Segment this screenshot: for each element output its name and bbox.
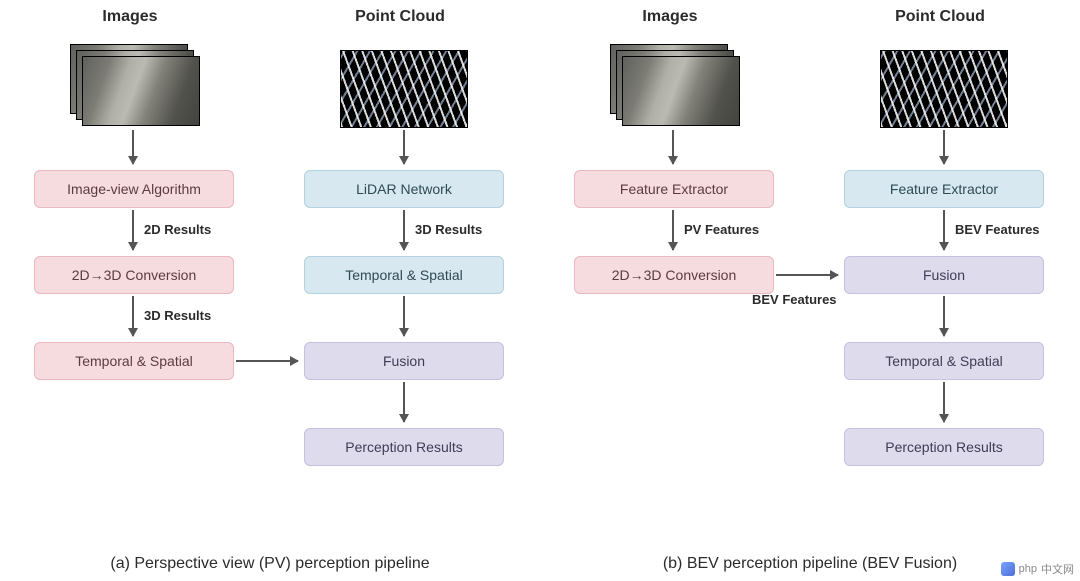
node-fusion-a: Fusion xyxy=(304,342,504,380)
node-feature-extractor-pc: Feature Extractor xyxy=(844,170,1044,208)
caption-b: (b) BEV perception pipeline (BEV Fusion) xyxy=(540,555,1080,573)
arrow xyxy=(403,210,405,250)
panel-b: Images Point Cloud Feature Extractor Fea… xyxy=(540,0,1080,581)
node-image-view-algorithm: Image-view Algorithm xyxy=(34,170,234,208)
node-fusion-b: Fusion xyxy=(844,256,1044,294)
images-thumbs-a xyxy=(70,44,200,126)
arrow xyxy=(403,130,405,164)
node-perception-results-b: Perception Results xyxy=(844,428,1044,466)
header-pointcloud-a: Point Cloud xyxy=(300,8,500,26)
header-images-b: Images xyxy=(570,8,770,26)
edge-pv-features: PV Features xyxy=(684,222,759,237)
node-2d-3d-conversion-b: 2D→3D Conversion xyxy=(574,256,774,294)
arrow xyxy=(403,382,405,422)
caption-a: (a) Perspective view (PV) perception pip… xyxy=(0,555,540,573)
arrow xyxy=(403,296,405,336)
arrow-cross-b xyxy=(776,274,838,276)
php-logo-icon xyxy=(1001,562,1015,576)
arrow xyxy=(672,130,674,164)
node-perception-results-a: Perception Results xyxy=(304,428,504,466)
edge-3d-results-pc: 3D Results xyxy=(415,222,482,237)
edge-2d-results: 2D Results xyxy=(144,222,211,237)
edge-bev-features-cross: BEV Features xyxy=(752,292,837,307)
pointcloud-thumb-b xyxy=(880,50,1008,128)
edge-bev-features-pc: BEV Features xyxy=(955,222,1040,237)
arrow xyxy=(943,382,945,422)
watermark: php 中文网 xyxy=(1001,561,1074,577)
diagram-root: Images Point Cloud Image-view Algorithm … xyxy=(0,0,1080,581)
watermark-text: 中文网 xyxy=(1041,561,1074,577)
arrow xyxy=(943,130,945,164)
arrow xyxy=(132,296,134,336)
arrow xyxy=(132,130,134,164)
node-2d-3d-conversion: 2D→3D Conversion xyxy=(34,256,234,294)
node-temporal-spatial-img: Temporal & Spatial xyxy=(34,342,234,380)
arrow xyxy=(943,210,945,250)
node-lidar-network: LiDAR Network xyxy=(304,170,504,208)
node-temporal-spatial-b: Temporal & Spatial xyxy=(844,342,1044,380)
edge-3d-results-img: 3D Results xyxy=(144,308,211,323)
watermark-prefix: php xyxy=(1019,563,1037,575)
arrow-cross-a xyxy=(236,360,298,362)
node-temporal-spatial-pc: Temporal & Spatial xyxy=(304,256,504,294)
header-images-a: Images xyxy=(30,8,230,26)
arrow xyxy=(132,210,134,250)
arrow xyxy=(943,296,945,336)
pointcloud-thumb-a xyxy=(340,50,468,128)
node-feature-extractor-img: Feature Extractor xyxy=(574,170,774,208)
arrow xyxy=(672,210,674,250)
panel-a: Images Point Cloud Image-view Algorithm … xyxy=(0,0,540,581)
header-pointcloud-b: Point Cloud xyxy=(840,8,1040,26)
images-thumbs-b xyxy=(610,44,740,126)
